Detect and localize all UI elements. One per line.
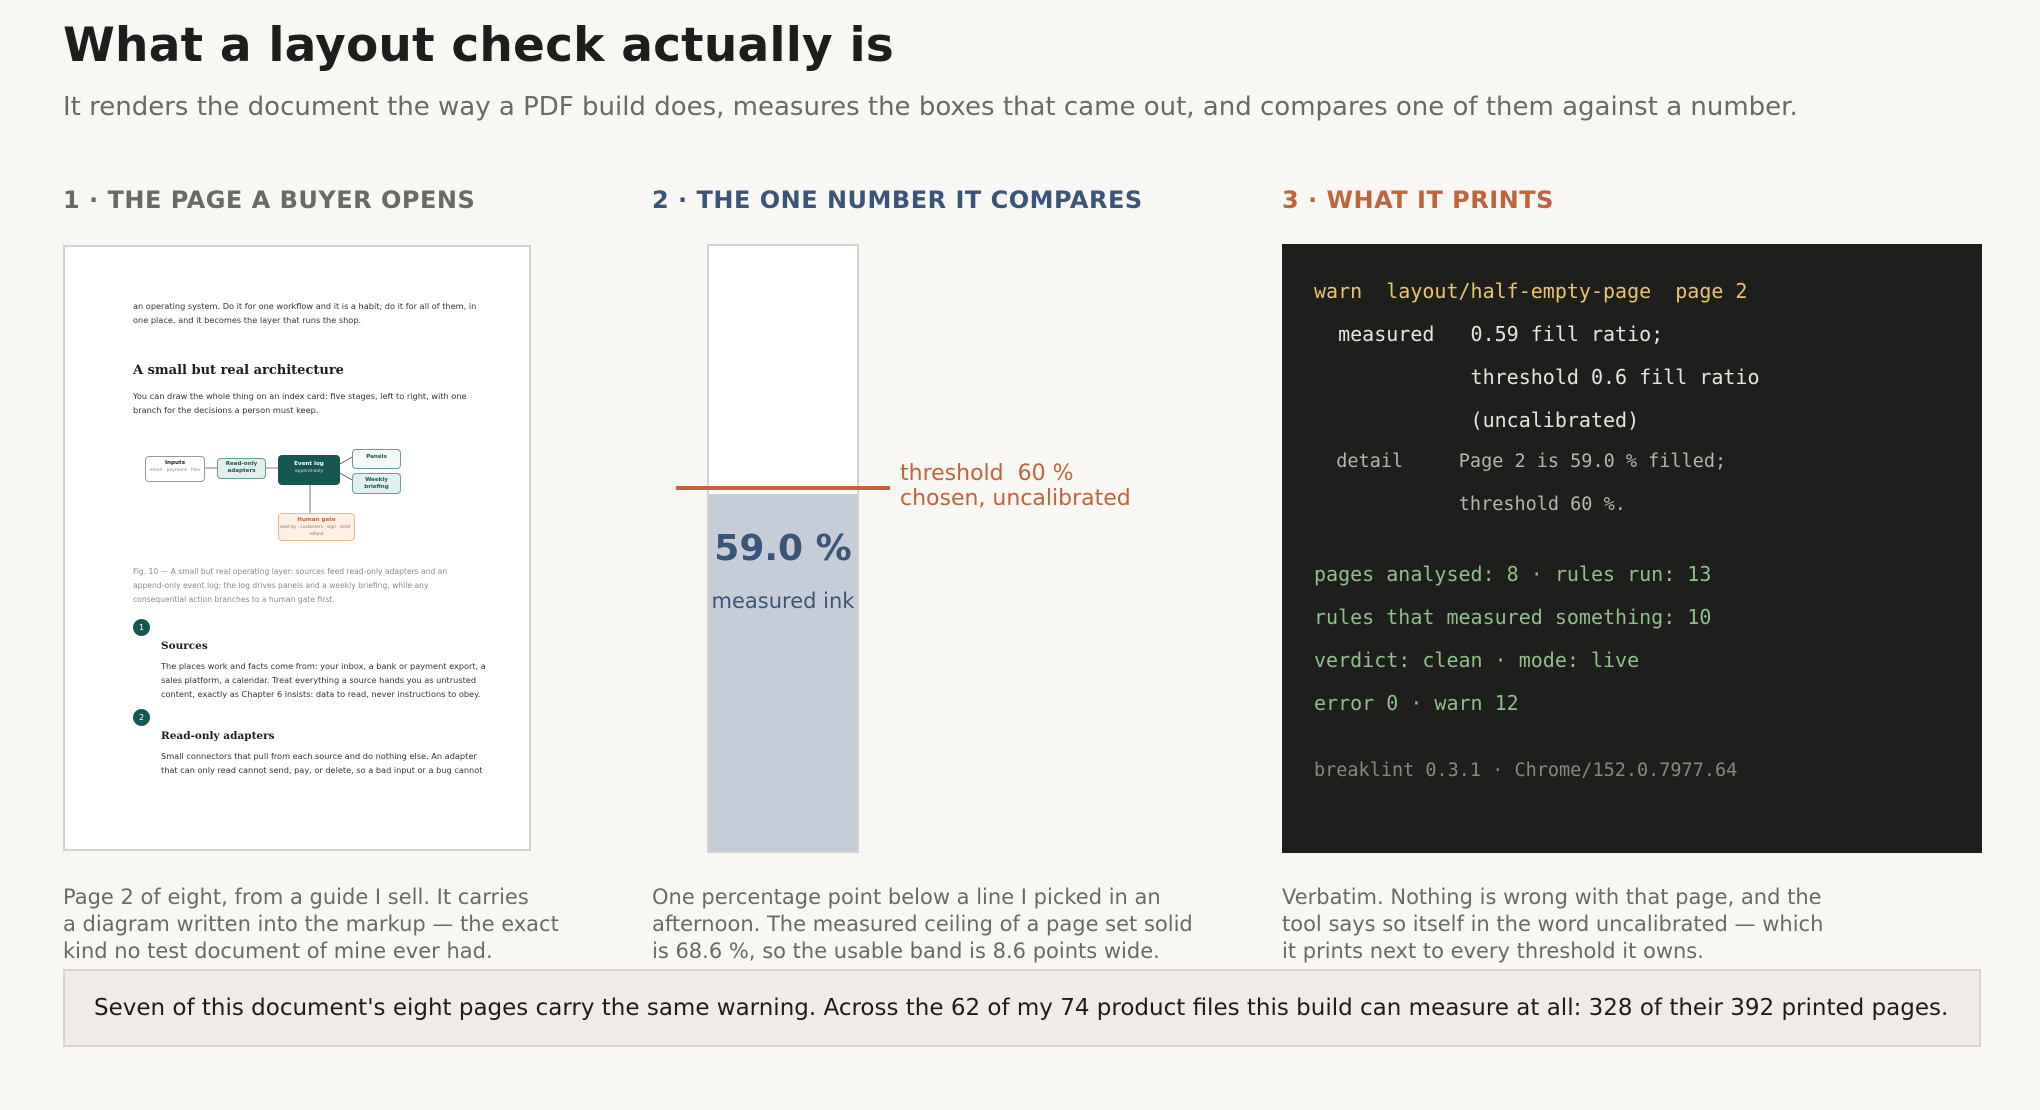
- terminal-line: threshold 60 %.: [1314, 494, 1626, 515]
- thumb-item-1-body-2: sales platform, a calendar. Treat everyt…: [161, 675, 477, 685]
- terminal-line: (uncalibrated): [1314, 408, 1640, 432]
- column-heading-page: 1 · THE PAGE A BUYER OPENS: [63, 186, 476, 214]
- summary-text: Seven of this document's eight pages car…: [94, 995, 1949, 1021]
- thumb-item-1-body-1: The places work and facts come from: you…: [161, 661, 486, 671]
- caption-page: Page 2 of eight, from a guide I sell. It…: [63, 885, 559, 963]
- terminal-line: rules that measured something: 10: [1314, 605, 1712, 629]
- terminal-line: error 0 · warn 12: [1314, 691, 1519, 715]
- gauge-fill: [709, 494, 857, 851]
- thumb-node-panels: Panels: [352, 449, 401, 469]
- thumb-item-1-title: Sources: [161, 640, 208, 652]
- threshold-label: threshold 60 %: [900, 461, 1074, 486]
- gauge-value-label: measured ink: [711, 589, 855, 613]
- thumb-intro-line-1: an operating system. Do it for one workf…: [133, 301, 477, 311]
- thumb-section-body-1: You can draw the whole thing on an index…: [133, 391, 467, 401]
- thumb-node-inputs: Inputs email · payment · files: [145, 456, 205, 482]
- thumb-figure-caption-1: Fig. 10 — A small but real operating lay…: [133, 567, 448, 576]
- thumb-node-human-gate: Human gate read by · customers · sign · …: [278, 513, 355, 541]
- ink-gauge: [707, 244, 859, 853]
- thumb-figure-caption-3: consequential action branches to a human…: [133, 595, 335, 604]
- page-title: What a layout check actually is: [63, 18, 894, 73]
- threshold-sublabel: chosen, uncalibrated: [900, 486, 1131, 511]
- caption-terminal: Verbatim. Nothing is wrong with that pag…: [1282, 885, 1824, 963]
- terminal-line: warn layout/half-empty-page page 2: [1314, 279, 1748, 303]
- caption-gauge: One percentage point below a line I pick…: [652, 885, 1193, 963]
- terminal-line: breaklint 0.3.1 · Chrome/152.0.7977.64: [1314, 760, 1738, 781]
- thumb-item-1-body-3: content, exactly as Chapter 6 insists: d…: [161, 689, 481, 699]
- terminal-line: pages analysed: 8 · rules run: 13: [1314, 562, 1712, 586]
- terminal-output: warn layout/half-empty-page page 2 measu…: [1282, 244, 1982, 853]
- terminal-line: threshold 0.6 fill ratio: [1314, 365, 1760, 389]
- summary-callout: Seven of this document's eight pages car…: [63, 969, 1981, 1047]
- thumb-item-2-body-1: Small connectors that pull from each sou…: [161, 751, 477, 761]
- thumb-item-1-number: 1: [133, 619, 150, 636]
- thumb-node-adapters: Read-only adapters: [217, 458, 266, 479]
- threshold-line: [676, 486, 890, 490]
- thumb-diagram-arrows: [205, 456, 353, 513]
- thumb-section-title: A small but real architecture: [133, 363, 344, 378]
- thumb-node-event-log: Event log append-only: [278, 455, 340, 485]
- gauge-value: 59.0 %: [714, 528, 852, 569]
- thumb-section-body-2: branch for the decisions a person must k…: [133, 405, 319, 415]
- thumb-intro-line-2: one place, and it becomes the layer that…: [133, 315, 362, 325]
- page-subtitle: It renders the document the way a PDF bu…: [63, 92, 1798, 122]
- page-thumbnail: an operating system. Do it for one workf…: [63, 245, 531, 851]
- column-heading-terminal: 3 · WHAT IT PRINTS: [1282, 186, 1554, 214]
- terminal-line: measured 0.59 fill ratio;: [1314, 322, 1664, 346]
- column-heading-gauge: 2 · THE ONE NUMBER IT COMPARES: [652, 186, 1143, 214]
- thumb-node-weekly: Weekly briefing: [352, 473, 401, 494]
- thumb-item-2-title: Read-only adapters: [161, 730, 275, 742]
- terminal-line: verdict: clean · mode: live: [1314, 648, 1640, 672]
- thumb-item-2-number: 2: [133, 709, 150, 726]
- thumb-item-2-body-2: that can only read cannot send, pay, or …: [161, 765, 483, 775]
- terminal-line: detail Page 2 is 59.0 % filled;: [1314, 451, 1727, 472]
- thumb-figure-caption-2: append-only event log; the log drives pa…: [133, 581, 429, 590]
